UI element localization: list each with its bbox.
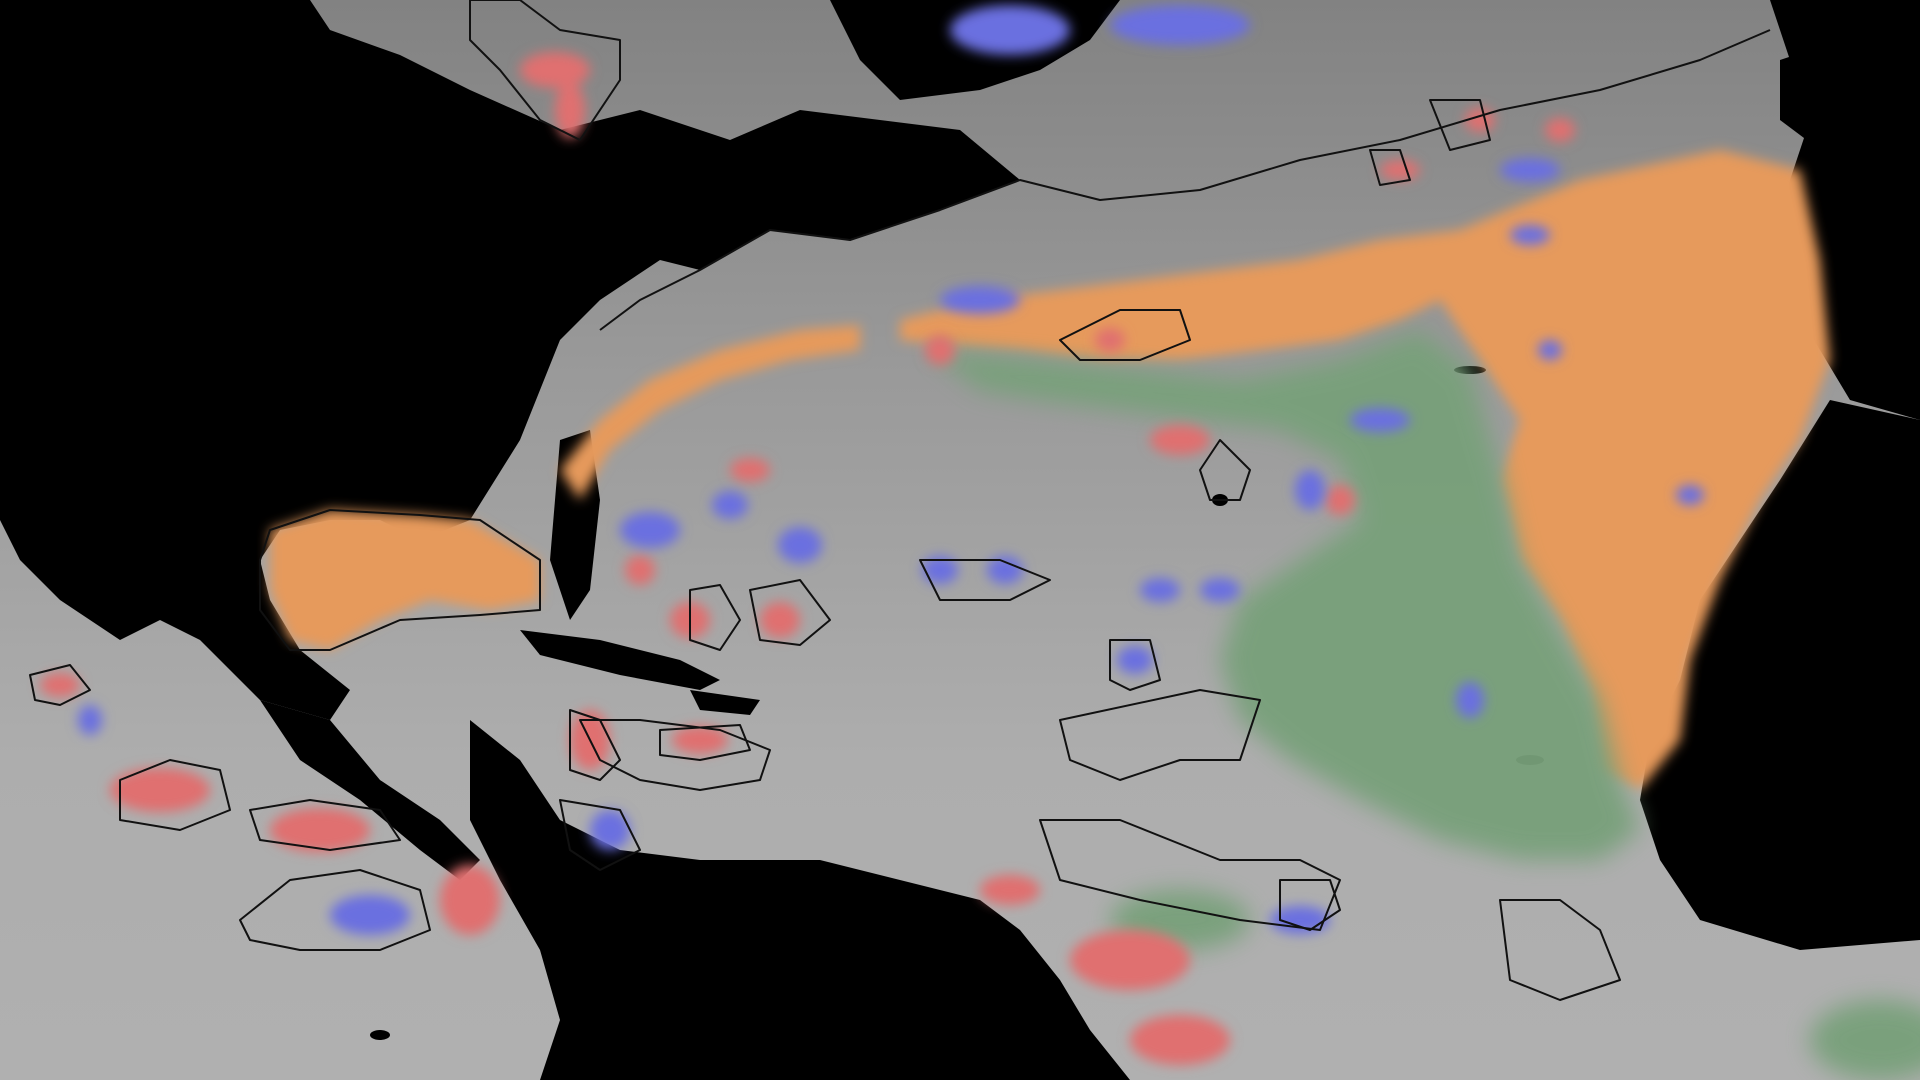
blue-eddy xyxy=(922,556,958,584)
red-eddy xyxy=(270,808,370,852)
eddy-contour xyxy=(1429,99,1491,151)
red-eddy xyxy=(110,768,210,812)
red-eddy xyxy=(730,458,770,482)
red-eddy xyxy=(1545,118,1575,142)
blue-eddy xyxy=(778,527,822,563)
red-eddy xyxy=(440,865,500,935)
eddy-contour xyxy=(919,559,1051,601)
eddy-contour xyxy=(689,584,741,651)
eddy-contour xyxy=(239,869,431,951)
red-eddy xyxy=(760,602,800,638)
blue-eddies xyxy=(78,5,1704,935)
blue-eddy xyxy=(1110,5,1250,45)
red-eddy xyxy=(1380,160,1420,180)
green-band-main xyxy=(930,330,1640,860)
blue-eddy xyxy=(940,286,1020,314)
africa-landmass xyxy=(1640,400,1920,950)
red-eddy xyxy=(520,52,590,88)
red-eddies xyxy=(40,52,1575,1065)
south-america-landmass xyxy=(470,720,1130,1080)
british-isles xyxy=(1780,40,1880,150)
eddy-contour xyxy=(749,579,831,646)
red-eddy xyxy=(1325,485,1355,515)
gulf-contour xyxy=(259,509,541,651)
eddy-contour xyxy=(1059,689,1261,781)
contours xyxy=(29,0,1771,1001)
eddy-contour xyxy=(1369,149,1411,186)
blue-eddy xyxy=(78,705,102,735)
orange-us-east-coast xyxy=(560,325,860,500)
eddy-contour xyxy=(659,724,751,761)
red-eddy xyxy=(555,82,585,138)
blue-eddy xyxy=(1510,225,1550,245)
eddy-contour xyxy=(119,759,231,831)
north-america-landmass xyxy=(0,0,1020,720)
eddy-contour xyxy=(559,799,641,871)
hispaniola xyxy=(690,690,760,715)
red-eddy xyxy=(625,555,655,585)
central-america xyxy=(260,700,480,880)
orange-band-eastern xyxy=(1440,150,1830,790)
eddy-contour xyxy=(1499,899,1621,1001)
eddy-contour xyxy=(569,709,621,781)
eddy-contour xyxy=(29,664,91,706)
blue-eddy xyxy=(1200,578,1240,602)
cuba xyxy=(520,630,720,690)
blue-eddy xyxy=(1538,340,1562,360)
blue-eddy xyxy=(1140,578,1180,602)
red-eddy xyxy=(40,673,80,697)
red-eddy xyxy=(1095,328,1125,352)
blue-eddy xyxy=(1456,682,1484,718)
eddy-contour xyxy=(249,799,401,851)
blue-eddy xyxy=(987,556,1023,584)
blue-eddy xyxy=(330,895,410,935)
blue-eddy xyxy=(1295,470,1325,510)
eddy-contour xyxy=(1039,819,1341,931)
red-eddy xyxy=(672,726,728,754)
red-eddy xyxy=(1150,425,1210,455)
eddy-contour xyxy=(1109,639,1161,691)
orange-band-north xyxy=(900,230,1460,360)
blue-eddy xyxy=(1117,646,1153,674)
eddy-contour xyxy=(469,0,621,141)
blue-eddy xyxy=(1676,485,1704,505)
eddy-contour xyxy=(1059,309,1191,361)
green-band xyxy=(930,330,1920,1080)
blue-eddy xyxy=(950,5,1070,55)
red-eddy xyxy=(925,335,955,365)
coastline-contour xyxy=(599,29,1771,331)
blue-eddy xyxy=(1500,158,1560,182)
orange-gulf-of-mexico xyxy=(270,510,540,650)
red-eddy xyxy=(1130,1015,1230,1065)
blue-eddy xyxy=(1350,408,1410,432)
red-eddy xyxy=(1070,930,1190,990)
red-eddy xyxy=(980,875,1040,905)
orange-band xyxy=(270,150,1830,790)
blue-eddy xyxy=(620,512,680,548)
blue-eddy xyxy=(712,491,748,519)
galapagos xyxy=(370,1030,390,1040)
eddy-contour xyxy=(1199,439,1251,501)
green-patch-southeast xyxy=(1810,1000,1920,1080)
blue-eddy xyxy=(590,810,630,850)
